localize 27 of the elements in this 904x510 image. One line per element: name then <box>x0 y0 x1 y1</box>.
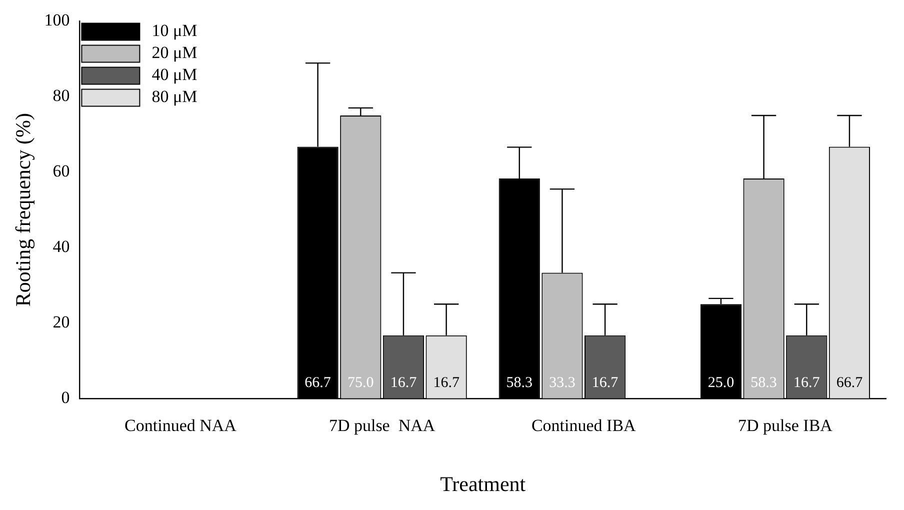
data-label: 58.3 <box>506 374 533 391</box>
y-tick-label: 80 <box>52 86 70 106</box>
y-axis-title: Rooting frequency (%) <box>11 112 36 307</box>
data-label: 25.0 <box>708 374 734 391</box>
y-tick-label: 0 <box>61 388 70 407</box>
x-tick-label: Continued NAA <box>124 416 238 436</box>
data-label: 66.7 <box>836 374 864 391</box>
legend-label: 10 μM <box>152 21 198 40</box>
y-tick-label: 100 <box>44 10 70 30</box>
data-label: 58.3 <box>750 374 777 391</box>
data-label: 66.7 <box>304 374 332 391</box>
y-tick-label: 40 <box>52 236 70 256</box>
y-tick-label: 20 <box>52 312 70 332</box>
x-axis-title: Treatment <box>440 472 526 496</box>
legend-label: 20 μM <box>152 43 198 62</box>
data-label: 33.3 <box>549 374 576 391</box>
data-label: 75.0 <box>348 374 374 391</box>
legend-label: 40 μM <box>152 65 198 84</box>
data-label: 16.7 <box>592 374 619 391</box>
data-label: 16.7 <box>433 374 460 391</box>
y-tick-label: 60 <box>52 162 70 181</box>
legend-label: 80 μM <box>152 87 198 106</box>
x-tick-label: 7D pulse IBA <box>738 416 834 436</box>
x-tick-label: Continued IBA <box>531 416 637 436</box>
data-label: 16.7 <box>794 374 820 391</box>
data-label: 16.7 <box>390 374 418 391</box>
x-tick-label: 7D pulse NAA <box>328 416 436 436</box>
